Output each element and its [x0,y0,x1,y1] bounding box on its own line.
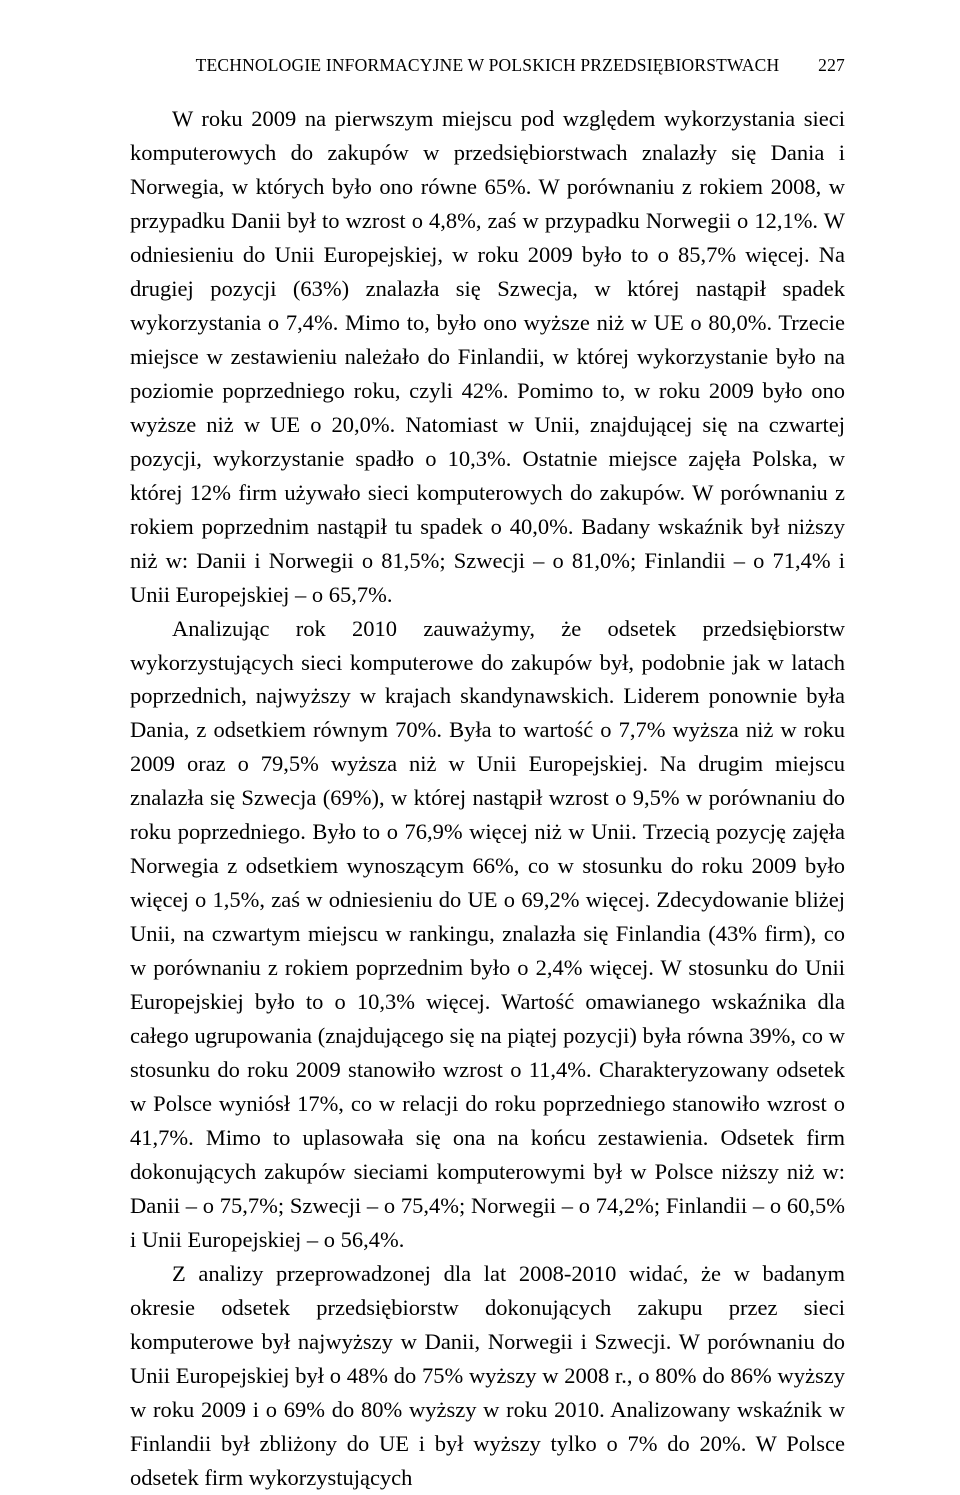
paragraph-2: Analizując rok 2010 zauważymy, że odsete… [130,612,845,1257]
running-header: TECHNOLOGIE INFORMACYJNE W POLSKICH PRZE… [130,55,845,76]
paragraph-3: Z analizy przeprowadzonej dla lat 2008-2… [130,1257,845,1495]
body-text: W roku 2009 na pierwszym miejscu pod wzg… [130,102,845,1495]
paragraph-1: W roku 2009 na pierwszym miejscu pod wzg… [130,102,845,612]
page-number: 227 [818,55,845,76]
header-title: TECHNOLOGIE INFORMACYJNE W POLSKICH PRZE… [196,55,780,76]
